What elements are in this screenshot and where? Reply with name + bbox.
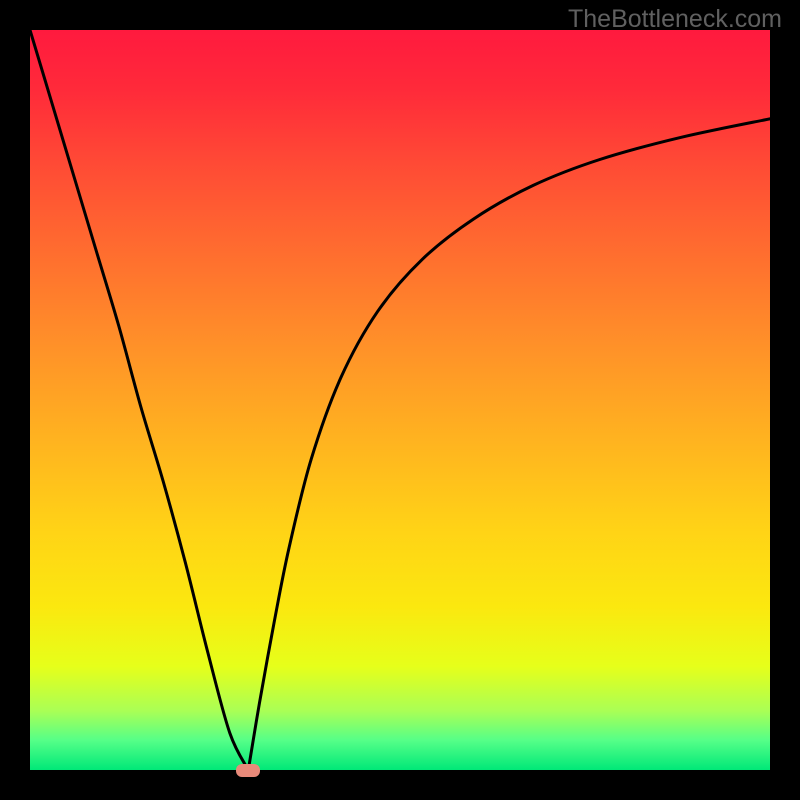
optimum-marker [236,764,260,777]
gradient-background [30,30,770,770]
watermark-text: TheBottleneck.com [568,5,782,34]
plot-area [30,30,770,770]
plot-svg [30,30,770,770]
